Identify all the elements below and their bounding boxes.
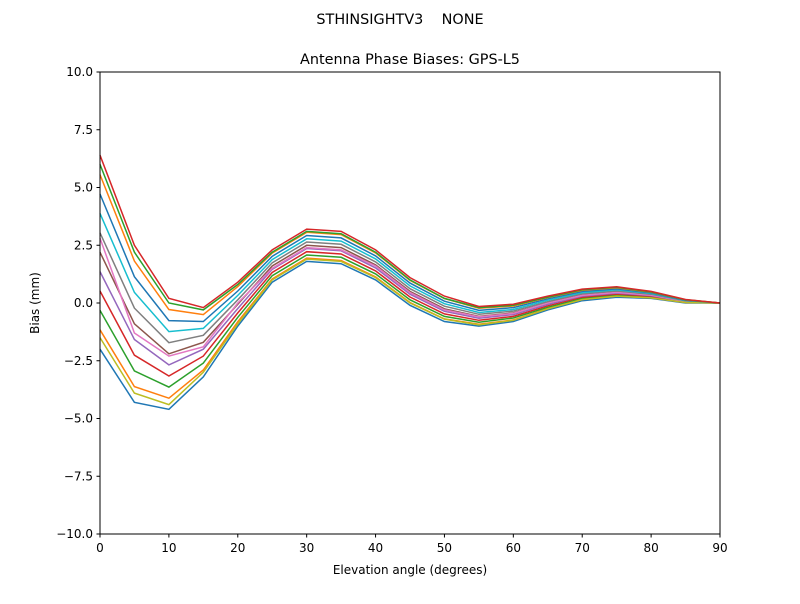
- y-tick-label: 10.0: [66, 65, 93, 79]
- series-line-4: [99, 247, 721, 366]
- x-tick-label: 10: [161, 541, 176, 555]
- x-tick-label: 90: [712, 541, 727, 555]
- x-tick-label: 60: [506, 541, 521, 555]
- y-tick-label: −10.0: [56, 527, 93, 541]
- y-axis-label: Bias (mm): [28, 272, 42, 334]
- y-tick-label: 2.5: [74, 238, 93, 252]
- series-line-2: [99, 254, 721, 388]
- series-line-9: [99, 213, 721, 333]
- x-tick-label: 80: [643, 541, 658, 555]
- chart-suptitle: STHINSIGHTV3 NONE: [316, 12, 483, 28]
- x-axis-ticks: 0 10 20 30 40 50 60 70 80 90: [96, 534, 728, 555]
- y-tick-label: −2.5: [64, 354, 93, 368]
- x-axis-label: Elevation angle (degrees): [333, 563, 487, 577]
- x-tick-label: 30: [299, 541, 314, 555]
- series-line-8: [99, 258, 721, 406]
- x-tick-label: 0: [96, 541, 104, 555]
- y-tick-label: 7.5: [74, 123, 93, 137]
- y-tick-label: −5.0: [64, 412, 93, 426]
- y-tick-label: 5.0: [74, 181, 93, 195]
- y-tick-label: −7.5: [64, 469, 93, 483]
- x-tick-label: 50: [437, 541, 452, 555]
- series-lines: [99, 154, 721, 411]
- y-axis-ticks: −10.0 −7.5 −5.0 −2.5 0.0 2.5 5.0 7.5 10.0: [56, 65, 100, 541]
- series-line-6: [99, 238, 721, 357]
- series-line-10: [99, 193, 721, 323]
- series-line-7: [99, 232, 721, 344]
- x-tick-label: 20: [230, 541, 245, 555]
- chart-title: Antenna Phase Biases: GPS-L5: [300, 52, 520, 68]
- y-tick-label: 0.0: [74, 296, 93, 310]
- x-tick-label: 70: [575, 541, 590, 555]
- series-line-3: [99, 250, 721, 377]
- series-line-0: [99, 260, 720, 411]
- x-tick-label: 40: [368, 541, 383, 555]
- series-line-13: [99, 154, 721, 309]
